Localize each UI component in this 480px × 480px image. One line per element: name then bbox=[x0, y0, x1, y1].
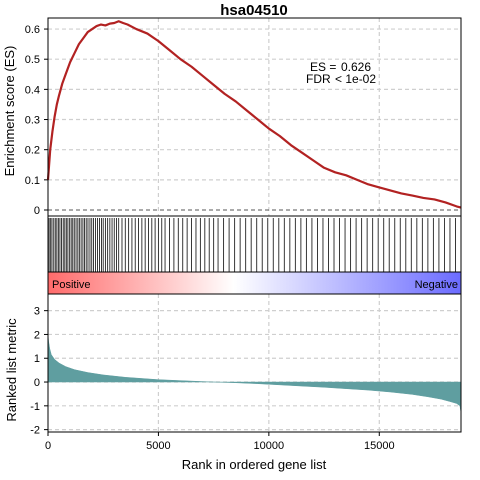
x-tick-label: 0 bbox=[45, 440, 51, 452]
chart-title: hsa04510 bbox=[220, 2, 288, 19]
gene-hits-panel: Positive Negative bbox=[47, 215, 462, 295]
es-y-tick-label: 0.2 bbox=[25, 145, 40, 157]
es-curve bbox=[46, 20, 462, 209]
metric-y-tick-label: 2 bbox=[34, 329, 40, 341]
es-y-tick-label: 0.3 bbox=[25, 115, 40, 127]
ranked-metric-panel: -2 -1 0 1 2 3 0 5000 10000 15000 bbox=[30, 293, 462, 452]
fdr-annotation-value: < 1e-02 bbox=[335, 72, 376, 86]
metric-y-tick-label: 1 bbox=[34, 353, 40, 365]
es-annotation-label: ES = bbox=[310, 60, 336, 74]
x-axis-label: Rank in ordered gene list bbox=[182, 457, 327, 472]
metric-y-tick-label: 0 bbox=[34, 377, 40, 389]
es-y-tick-label: 0.4 bbox=[25, 84, 40, 96]
enrichment-score-panel: 0 0.1 0.2 0.3 0.4 0.5 0.6 bbox=[25, 17, 462, 217]
metric-y-axis-label: Ranked list metric bbox=[4, 318, 19, 422]
negative-label: Negative bbox=[415, 279, 458, 291]
es-y-axis-label: Enrichment score (ES) bbox=[2, 46, 17, 177]
metric-panel-frame bbox=[47, 293, 462, 433]
metric-y-tick-label: -2 bbox=[30, 425, 40, 437]
es-y-tick-label: 0.1 bbox=[25, 175, 40, 187]
fdr-annotation-label: FDR bbox=[306, 72, 331, 86]
es-y-tick-label: 0 bbox=[34, 205, 40, 217]
x-tick-label: 10000 bbox=[254, 440, 285, 452]
rank-gradient-bar bbox=[48, 272, 461, 294]
ranked-metric-area bbox=[47, 334, 462, 414]
metric-y-tick-label: 3 bbox=[34, 306, 40, 318]
positive-label: Positive bbox=[52, 279, 91, 291]
metric-y-tick-label: -1 bbox=[30, 401, 40, 413]
x-tick-label: 5000 bbox=[146, 440, 170, 452]
es-annotation-value: 0.626 bbox=[341, 60, 371, 74]
x-tick-label: 15000 bbox=[364, 440, 395, 452]
es-y-tick-label: 0.6 bbox=[25, 24, 40, 36]
es-y-tick-label: 0.5 bbox=[25, 54, 40, 66]
